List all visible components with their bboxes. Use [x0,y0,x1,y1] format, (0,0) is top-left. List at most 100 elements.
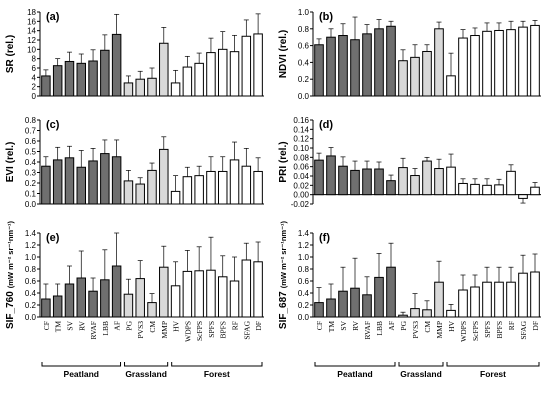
bar-WDPS [182,176,193,205]
bar-BPFS [494,281,504,318]
bar-PVS3 [410,175,420,196]
chart-panel-5: 0.0 0.2 0.4 0.6 0.8 1.0 1.2 1.4 (e) SIF_760 (mW m⁻… [5,220,264,379]
y-tick-label: 0.04 [293,172,309,181]
bar-TM [52,295,63,318]
y-tick-label: 1.4 [25,229,37,238]
y-tick-label: 1.4 [298,229,310,238]
category-label: RVAF [363,321,372,339]
group-bracket [446,362,540,367]
bar-CM [422,160,432,196]
y-tick-label: 8 [32,55,37,64]
bar-DF [253,170,263,205]
y-axis-label-unit: (mW m⁻² sr⁻¹nm⁻¹) [6,220,15,288]
bar-CM [147,302,157,318]
group-label: Peatland [337,369,372,379]
chart-panel-2: 0.0 0.2 0.4 0.6 0.8 1.0 (b) NDVI (rel.) [278,8,541,101]
bar-AF [111,156,122,205]
bar-CF [314,44,324,97]
y-tick-label: 0.2 [25,179,37,188]
category-label: PG [399,320,408,330]
category-label: PG [124,320,133,330]
y-axis-label: NDVI (rel.) [278,30,289,78]
y-tick-label: 0.0 [298,313,310,322]
y-tick-label: 1.2 [25,241,37,250]
bar-SPFS [482,184,492,196]
bar-DF [530,186,540,196]
bar-MMP [434,28,444,97]
bar-WDPS [182,270,193,318]
bar-AF [111,33,122,97]
category-label: RV [351,320,360,330]
bar-DF [530,24,540,97]
category-label: SV [339,320,348,330]
category-label: DF [531,321,540,331]
y-tick-label: 0.1 [25,190,37,199]
y-tick-label: 16 [27,17,36,26]
bar-PVS3 [410,308,420,318]
bar-TM [52,65,63,97]
panel-label: (f) [319,232,330,244]
y-tick-label: -0.02 [291,200,310,209]
y-tick-label: 0.08 [293,153,309,162]
category-label: RF [507,321,516,330]
group-bracket [398,362,444,367]
bar-BPFS [217,276,228,318]
category-label: LBB [101,321,110,336]
bar-ScFPS [470,183,480,196]
y-tick-label: 0.10 [293,144,309,153]
bar-PVS3 [135,278,145,318]
bar-PG [123,180,134,205]
category-label: SFAG [242,320,251,339]
y-axis-label: EVI (rel.) [5,142,16,183]
y-tick-label: 0.8 [298,25,310,34]
y-tick-label: 0.4 [25,158,37,167]
bar-SV [64,157,75,205]
y-axis-label-name: SIF_760 [5,291,16,329]
y-tick-label: 12 [27,36,36,45]
bar-MMP [434,281,444,318]
bar-RV [350,287,360,318]
bar-SPFS [482,30,492,97]
bar-BPFS [494,29,504,97]
bar-SV [64,60,75,97]
category-label: MMP [435,321,444,339]
panel-label: (e) [46,232,60,244]
bar-RVAF [362,168,372,196]
bar-CF [41,298,51,318]
group-bracket [314,362,396,367]
y-axis-label-unit: (mW m⁻² sr⁻¹nm⁻¹) [279,220,288,288]
y-tick-label: 0.7 [25,127,37,136]
y-tick-label: 0 [32,92,37,101]
bar-ScFPS [194,62,204,97]
category-label: BPFS [219,321,228,339]
y-tick-label: 14 [27,27,36,36]
bar-RV [350,169,360,196]
bar-HV [170,285,181,318]
bar-PG [398,60,408,97]
y-tick-label: 4 [32,73,37,82]
bar-WDPS [458,289,468,318]
bar-ScFPS [470,286,480,318]
bar-SFAG [241,35,252,97]
bar-SV [338,35,348,97]
group-bracket [124,362,169,367]
bar-TM [52,159,63,205]
bar-WDPS [458,182,468,196]
group-label: Peatland [64,369,99,379]
bar-SFAG [518,272,528,318]
bar-DF [253,33,263,97]
category-label: HV [447,320,456,331]
bar-CF [41,75,51,97]
bar-HV [170,190,181,205]
bar-LBB [100,49,110,97]
y-tick-label: 0.2 [25,301,37,310]
bar-ScFPS [194,175,204,205]
y-tick-label: 2 [32,83,37,92]
category-label: CM [148,321,157,333]
bar-CF [314,159,324,196]
category-label: TM [327,321,336,333]
y-tick-label: 0.8 [25,116,37,125]
